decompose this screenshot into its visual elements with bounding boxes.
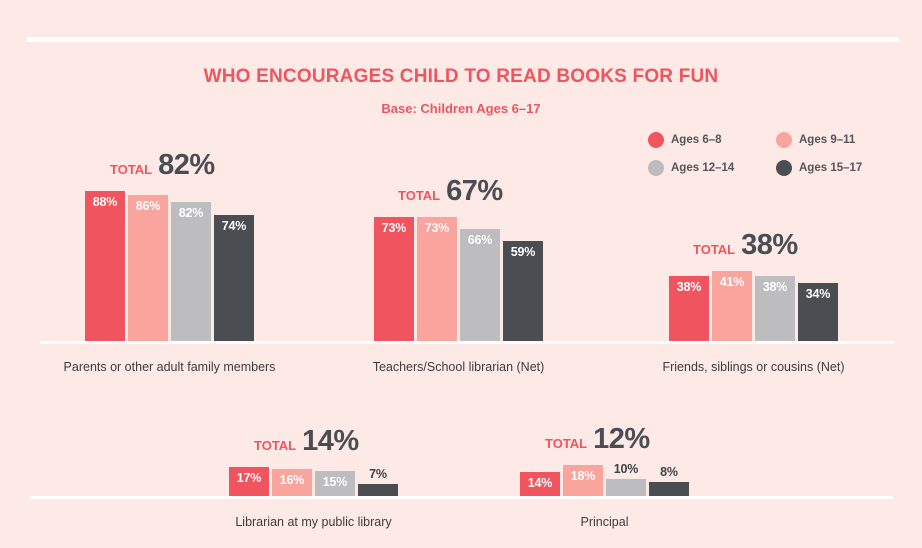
total-value: 67% <box>446 174 503 207</box>
data-label: 41% <box>719 275 745 290</box>
data-label: 74% <box>221 219 247 234</box>
data-label: 86% <box>135 198 161 213</box>
category-label: Friends, siblings or cousins (Net) <box>662 360 845 374</box>
legend-swatch <box>648 132 664 148</box>
legend-item: Ages 12–14 <box>648 160 734 176</box>
bar <box>214 215 254 341</box>
bar <box>606 479 646 496</box>
bar <box>669 276 709 341</box>
top-divider <box>27 37 899 42</box>
bar <box>563 465 603 496</box>
legend-item: Ages 15–17 <box>776 160 862 176</box>
data-label: 16% <box>279 472 305 487</box>
legend-swatch <box>776 132 792 148</box>
bar <box>358 484 398 496</box>
legend-item: Ages 9–11 <box>776 132 855 148</box>
data-label: 82% <box>178 205 204 220</box>
data-label: 34% <box>805 287 831 302</box>
axis-baseline <box>40 341 895 344</box>
data-label: 73% <box>424 220 450 235</box>
total-word: TOTAL <box>398 187 441 203</box>
total-value: 12% <box>593 423 650 456</box>
bar <box>460 228 500 341</box>
bar <box>712 271 752 341</box>
legend-swatch <box>648 160 664 176</box>
chart-title: WHO ENCOURAGES CHILD TO READ BOOKS FOR F… <box>203 66 719 87</box>
total-word: TOTAL <box>254 438 297 454</box>
category-label: Teachers/School librarian (Net) <box>372 360 545 374</box>
total-annotation: TOTAL 12% <box>545 423 650 456</box>
total-value: 14% <box>302 425 359 458</box>
category-label: Principal <box>580 515 629 529</box>
legend-label: Ages 12–14 <box>671 162 735 174</box>
total-annotation: TOTAL 38% <box>693 229 798 262</box>
bar <box>128 194 168 341</box>
bar <box>85 191 125 341</box>
bar <box>417 216 457 341</box>
bar <box>374 216 414 341</box>
chart-subtitle: Base: Children Ages 6–17 <box>381 101 541 116</box>
data-label: 38% <box>762 280 788 295</box>
total-word: TOTAL <box>545 436 588 452</box>
total-value: 38% <box>741 229 798 262</box>
bar <box>649 482 689 496</box>
legend-label: Ages 15–17 <box>799 162 863 174</box>
bar <box>798 283 838 341</box>
data-label: 66% <box>467 232 493 247</box>
total-annotation: TOTAL 14% <box>254 425 359 458</box>
legend-label: Ages 9–11 <box>799 134 856 146</box>
total-annotation: TOTAL 82% <box>110 149 215 182</box>
legend-label: Ages 6–8 <box>671 134 722 146</box>
data-label: 10% <box>613 462 639 476</box>
data-label: 7% <box>369 467 387 482</box>
data-label: 15% <box>322 474 348 489</box>
bar <box>315 470 355 496</box>
bar <box>171 201 211 341</box>
data-label: 18% <box>570 469 596 484</box>
data-label: 14% <box>527 476 553 491</box>
data-label: 88% <box>92 195 118 210</box>
data-label: 8% <box>660 465 678 480</box>
bar <box>520 472 560 496</box>
bar <box>229 467 269 496</box>
category-label: Librarian at my public library <box>235 515 392 529</box>
category-label: Parents or other adult family members <box>63 360 276 374</box>
data-label: 59% <box>510 244 536 259</box>
total-value: 82% <box>158 149 215 182</box>
data-label: 38% <box>676 280 702 295</box>
bar <box>272 468 312 496</box>
bar <box>755 276 795 341</box>
legend-swatch <box>776 160 792 176</box>
total-word: TOTAL <box>110 162 153 178</box>
data-label: 17% <box>236 471 262 486</box>
total-word: TOTAL <box>693 242 736 258</box>
data-label: 73% <box>381 220 407 235</box>
axis-baseline <box>30 496 893 499</box>
bar <box>503 240 543 341</box>
legend-item: Ages 6–8 <box>648 132 722 148</box>
total-annotation: TOTAL 67% <box>398 175 503 208</box>
